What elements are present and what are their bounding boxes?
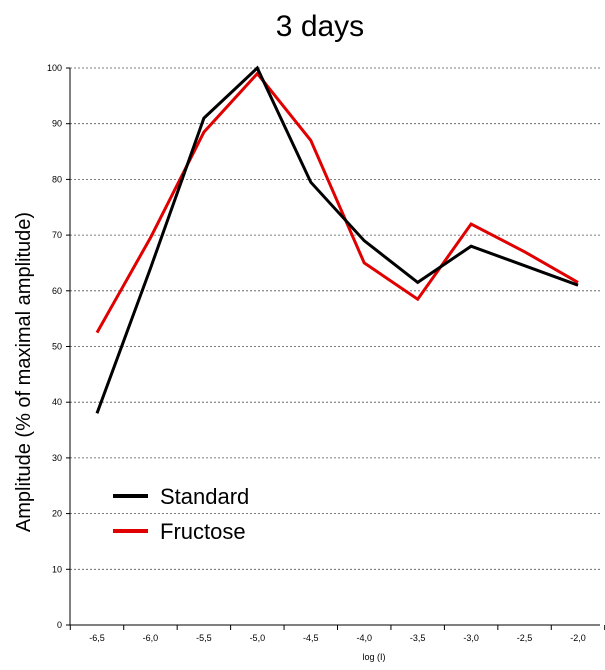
- series-line-fructose: [95, 71, 579, 334]
- series-line-standard: [95, 65, 579, 414]
- y-tick-label: 0: [57, 620, 62, 630]
- y-axis-label: Amplitude (% of maximal amplitude): [13, 212, 35, 532]
- x-tick-label: -5,5: [196, 633, 212, 643]
- x-tick-label: -4,0: [356, 633, 372, 643]
- y-tick-label: 60: [52, 286, 62, 296]
- legend-label-fructose: Fructose: [160, 519, 246, 544]
- x-tick-labels: -6,5 -6,0 -5,5 -5,0 -4,5 -4,0 -3,5 -3,0 -2,5 -2,0: [69, 625, 605, 643]
- x-tick-label: -6,5: [89, 633, 105, 643]
- legend-label-standard: Standard: [160, 484, 249, 509]
- y-tick-label: 80: [52, 174, 62, 184]
- gridlines: [70, 67, 600, 570]
- x-tick-label: -3,0: [463, 633, 479, 643]
- y-tick-labels: 0 10 20 30 40 50 60 70 80 90 100: [47, 63, 70, 630]
- y-tick-label: 30: [52, 453, 62, 463]
- x-tick-label: -5,0: [250, 633, 266, 643]
- y-tick-label: 40: [52, 397, 62, 407]
- series-lines: [95, 65, 579, 414]
- y-tick-label: 100: [47, 63, 62, 73]
- x-tick-label: -2,0: [570, 633, 586, 643]
- y-tick-label: 10: [52, 564, 62, 574]
- y-tick-label: 70: [52, 230, 62, 240]
- x-tick-label: -6,0: [143, 633, 159, 643]
- y-tick-label: 20: [52, 509, 62, 519]
- y-tick-label: 50: [52, 342, 62, 352]
- x-tick-label: -3,5: [410, 633, 426, 643]
- x-tick-label: -2,5: [517, 633, 533, 643]
- x-tick-label: -4,5: [303, 633, 319, 643]
- x-axis-label: log (I): [362, 652, 385, 662]
- chart-title: 3 days: [276, 10, 364, 43]
- y-tick-label: 90: [52, 119, 62, 129]
- legend: Standard Fructose: [113, 484, 249, 544]
